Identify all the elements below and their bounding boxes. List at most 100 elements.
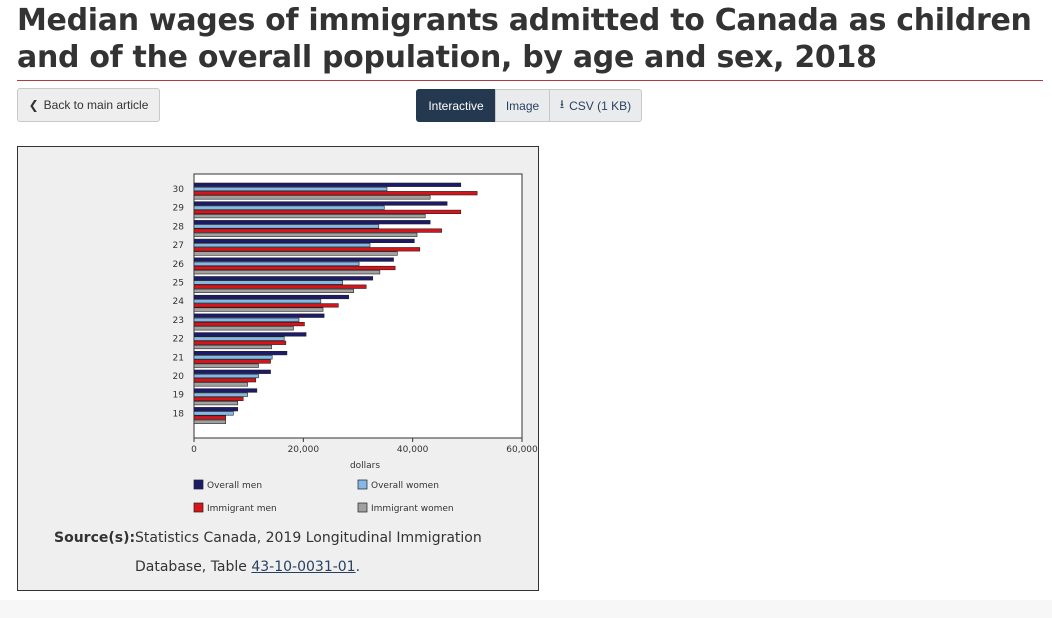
source-description: Statistics Canada, 2019 Longitudinal Imm… xyxy=(135,530,482,575)
bar-overall-men-21 xyxy=(193,351,288,356)
download-icon: ⭳ xyxy=(559,97,565,111)
tab-image[interactable]: Image xyxy=(495,89,550,122)
bar-immigrant-men-25 xyxy=(193,284,367,289)
y-tick-label: 29 xyxy=(173,204,185,214)
bar-immigrant-men-27 xyxy=(193,247,421,252)
tab-csv-download[interactable]: ⭳ CSV (1 KB) xyxy=(549,89,642,122)
bar-overall-men-22 xyxy=(193,332,307,337)
bar-overall-men-19 xyxy=(193,388,258,393)
bar-chart: 0 20,000 40,000 60,000 dollars 18 19 20 21 22 23 24… xyxy=(173,173,538,514)
legend-label: Overall men xyxy=(207,481,262,491)
y-tick-label: 24 xyxy=(173,297,185,307)
bar-overall-women-23 xyxy=(193,317,300,323)
bar-overall-men-30 xyxy=(193,182,462,187)
bar-overall-men-23 xyxy=(193,313,325,318)
source-text: Statistics Canada, 2019 Longitudinal Imm… xyxy=(135,524,495,582)
legend-swatch xyxy=(357,502,368,513)
bar-overall-women-25 xyxy=(193,280,343,285)
bar-immigrant-men-22 xyxy=(193,340,287,345)
bar-overall-men-28 xyxy=(193,220,431,225)
y-tick-label: 30 xyxy=(173,185,185,195)
bar-overall-women-29 xyxy=(193,205,385,210)
bar-overall-women-18 xyxy=(193,411,234,416)
plot-area: 0 20,000 40,000 60,000 dollars 18 19 20 21 22 23 24… xyxy=(173,173,538,471)
y-tick-label: 22 xyxy=(173,335,184,345)
bar-overall-men-25 xyxy=(193,276,374,281)
legend-label: Overall women xyxy=(371,481,439,491)
bar-immigrant-women-22 xyxy=(193,344,272,350)
legend-swatch xyxy=(193,479,204,490)
bar-overall-women-21 xyxy=(193,355,273,360)
source-label: Source(s): xyxy=(54,530,136,546)
bar-immigrant-women-24 xyxy=(193,307,324,312)
x-tick-label: 60,000 xyxy=(506,445,538,455)
bar-overall-women-20 xyxy=(193,373,259,379)
chart-panel: 0 20,000 40,000 60,000 dollars 18 19 20 21 22 23 24… xyxy=(17,146,539,591)
y-tick-label: 25 xyxy=(173,279,184,289)
back-to-main-article-button[interactable]: ❮ Back to main article xyxy=(17,88,160,122)
bar-immigrant-women-30 xyxy=(193,195,431,200)
bar-immigrant-women-28 xyxy=(193,232,418,237)
bar-immigrant-women-20 xyxy=(193,382,248,387)
bar-immigrant-men-23 xyxy=(193,322,305,327)
legend-swatch xyxy=(357,479,368,490)
bar-immigrant-women-25 xyxy=(193,288,354,294)
y-tick-label: 27 xyxy=(173,241,184,251)
x-tick-label: 40,000 xyxy=(397,445,429,455)
back-button-label: Back to main article xyxy=(43,98,149,112)
footer-band xyxy=(0,600,1052,618)
bar-overall-women-28 xyxy=(193,224,380,229)
bar-immigrant-women-27 xyxy=(193,251,398,256)
tab-interactive-label: Interactive xyxy=(428,98,484,113)
page-title: Median wages of immigrants admitted to C… xyxy=(17,3,1032,75)
bar-overall-men-24 xyxy=(193,294,350,300)
bar-immigrant-men-30 xyxy=(193,191,478,196)
source-table-link[interactable]: 43-10-0031-01 xyxy=(251,559,356,575)
x-tick-label: 0 xyxy=(191,445,197,455)
x-axis-label: dollars xyxy=(350,461,380,471)
legend-swatch xyxy=(193,502,204,513)
bar-immigrant-men-29 xyxy=(193,209,462,214)
chart-legend: Overall men Overall women Immigrant men Imm… xyxy=(193,479,454,514)
bar-immigrant-women-29 xyxy=(193,214,426,219)
bar-overall-men-29 xyxy=(193,201,448,206)
bar-immigrant-women-18 xyxy=(193,419,227,424)
bar-immigrant-women-23 xyxy=(193,326,294,331)
y-tick-label: 26 xyxy=(173,260,185,270)
bar-overall-men-20 xyxy=(193,369,271,374)
bar-immigrant-men-24 xyxy=(193,303,339,308)
bar-overall-women-24 xyxy=(193,299,322,304)
y-tick-label: 21 xyxy=(173,353,184,363)
bar-overall-women-26 xyxy=(193,261,360,266)
bar-immigrant-women-21 xyxy=(193,363,259,368)
bar-overall-women-27 xyxy=(193,243,371,248)
bar-immigrant-men-20 xyxy=(193,378,257,383)
bar-immigrant-men-28 xyxy=(193,228,442,233)
bar-overall-men-18 xyxy=(193,407,239,412)
bar-immigrant-men-19 xyxy=(193,396,244,402)
chevron-left-icon: ❮ xyxy=(28,98,39,112)
tab-csv-label: CSV (1 KB) xyxy=(569,98,632,113)
y-tick-label: 28 xyxy=(173,222,185,232)
y-tick-label: 19 xyxy=(173,391,185,401)
bar-immigrant-men-18 xyxy=(193,415,227,420)
tab-interactive[interactable]: Interactive xyxy=(416,89,496,122)
bar-immigrant-men-21 xyxy=(193,359,271,364)
title-divider xyxy=(17,80,1043,81)
bar-overall-women-22 xyxy=(193,336,285,341)
bar-overall-women-19 xyxy=(193,392,248,397)
source-end: . xyxy=(355,559,361,575)
y-tick-label: 20 xyxy=(173,372,185,382)
bar-immigrant-women-19 xyxy=(193,401,239,406)
x-tick-label: 20,000 xyxy=(288,445,320,455)
legend-label: Immigrant men xyxy=(207,504,277,514)
bar-overall-women-30 xyxy=(193,186,388,192)
bar-overall-men-26 xyxy=(193,257,394,262)
tab-image-label: Image xyxy=(505,98,540,113)
bar-immigrant-women-26 xyxy=(193,270,381,275)
bar-overall-men-27 xyxy=(193,238,415,243)
bar-immigrant-men-26 xyxy=(193,265,396,271)
y-tick-label: 18 xyxy=(173,409,185,419)
legend-label: Immigrant women xyxy=(371,504,454,514)
y-tick-label: 23 xyxy=(173,316,184,326)
